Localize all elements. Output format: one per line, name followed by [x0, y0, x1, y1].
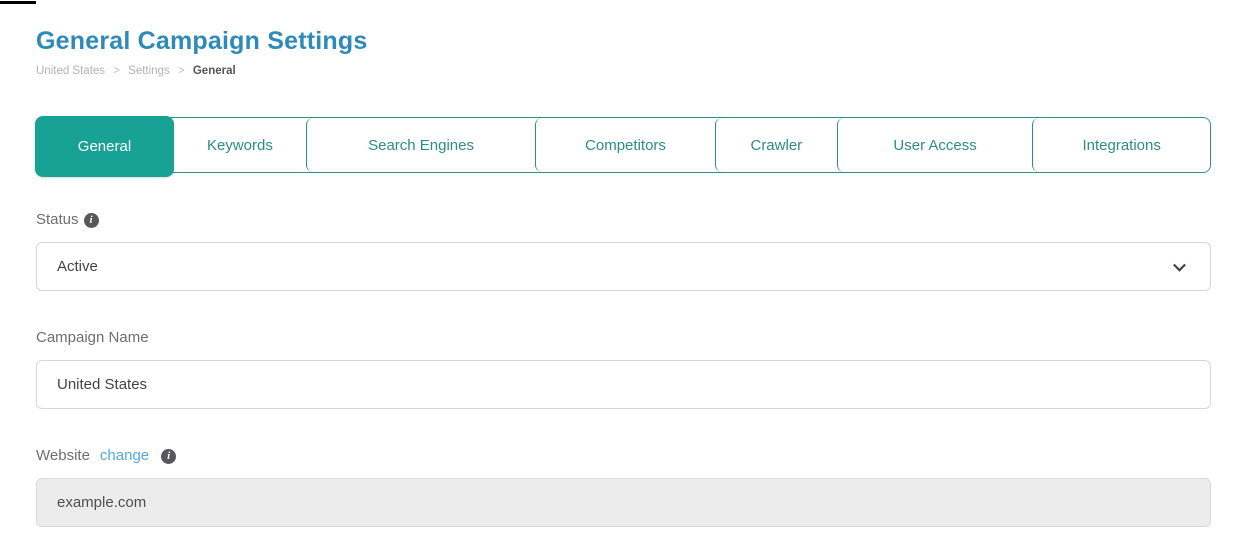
campaign-name-label: Campaign Name [36, 329, 149, 346]
info-circle-icon[interactable]: i [161, 448, 177, 464]
tab-general[interactable]: General [35, 116, 174, 177]
page-title: General Campaign Settings [36, 27, 368, 55]
website-field: Website change i [36, 447, 1211, 527]
website-input [36, 478, 1211, 527]
breadcrumb-settings[interactable]: Settings [128, 65, 170, 77]
tab-user-access[interactable]: User Access [836, 118, 1033, 172]
status-field: Status i Active [36, 211, 1211, 291]
change-website-link[interactable]: change [99, 447, 150, 464]
status-select[interactable]: Active [36, 242, 1211, 291]
website-label: Website [36, 447, 90, 464]
campaign-name-input[interactable] [36, 360, 1211, 409]
breadcrumb-current-page: General [192, 65, 236, 77]
tab-competitors[interactable]: Competitors [535, 118, 715, 172]
status-select-value: Active [57, 258, 98, 275]
breadcrumb: United States > Settings > General [36, 64, 1211, 79]
tab-keywords[interactable]: Keywords [173, 118, 306, 172]
campaign-name-field: Campaign Name [36, 329, 1211, 409]
status-label: Status [36, 211, 79, 228]
breadcrumb-separator: > [177, 65, 185, 77]
breadcrumb-separator: > [113, 65, 120, 77]
tab-integrations[interactable]: Integrations [1032, 118, 1210, 172]
breadcrumb-campaign[interactable]: United States [36, 65, 106, 77]
info-circle-icon[interactable]: i [83, 212, 99, 228]
window-edge-bar [0, 1, 36, 4]
tab-crawler[interactable]: Crawler [714, 118, 837, 172]
settings-page: General Campaign Settings United States … [35, 27, 1211, 527]
tab-search-engines[interactable]: Search Engines [305, 118, 536, 172]
chevron-down-icon [1173, 258, 1186, 272]
settings-tab-bar: General Keywords Search Engines Competit… [35, 116, 1211, 177]
